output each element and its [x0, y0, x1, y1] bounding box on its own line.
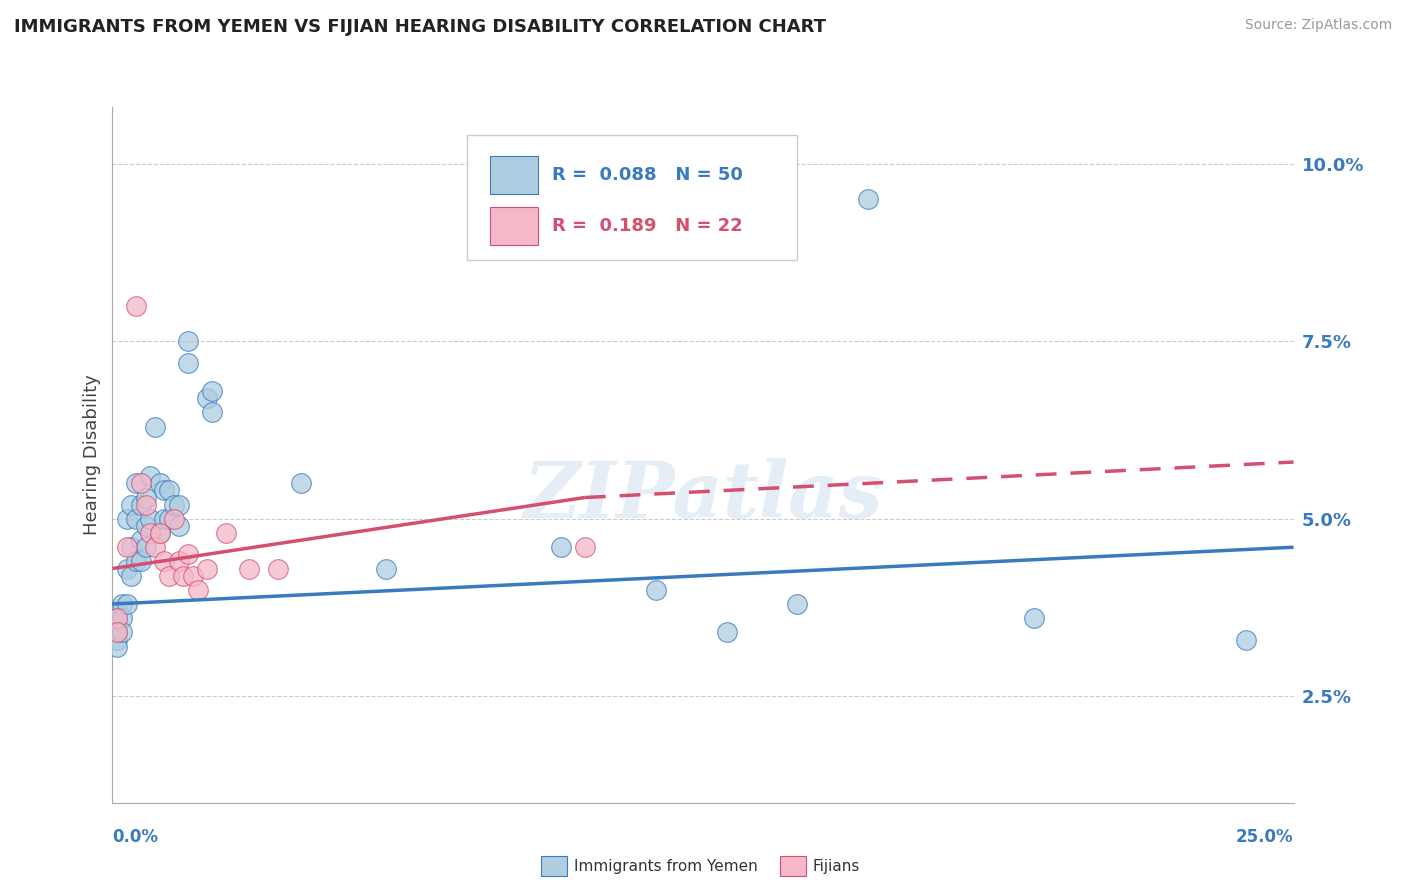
Point [186, 582, 208, 597]
Point [115, 561, 138, 575]
Point [149, 526, 172, 541]
Point [157, 568, 180, 582]
Point [644, 582, 666, 597]
Point [135, 491, 157, 505]
Point [858, 192, 880, 206]
Point [267, 561, 290, 575]
Point [129, 498, 152, 512]
Point [105, 632, 128, 647]
Point [195, 561, 218, 575]
Point [125, 299, 148, 313]
Point [135, 519, 157, 533]
Point [120, 498, 142, 512]
Point [163, 498, 186, 512]
Point [177, 547, 200, 561]
Point [125, 512, 148, 526]
FancyBboxPatch shape [491, 156, 537, 194]
Text: Fijians: Fijians [813, 859, 860, 873]
Point [143, 419, 166, 434]
Point [105, 640, 128, 654]
Text: ZIPatlas: ZIPatlas [523, 458, 883, 535]
Point [105, 611, 128, 625]
Point [115, 512, 138, 526]
Point [716, 625, 738, 640]
Point [149, 476, 172, 491]
Text: IMMIGRANTS FROM YEMEN VS FIJIAN HEARING DISABILITY CORRELATION CHART: IMMIGRANTS FROM YEMEN VS FIJIAN HEARING … [14, 18, 827, 36]
Point [111, 611, 134, 625]
Point [1234, 632, 1257, 647]
Point [120, 540, 142, 554]
Text: Source: ZipAtlas.com: Source: ZipAtlas.com [1244, 18, 1392, 32]
FancyBboxPatch shape [467, 135, 797, 260]
Point [550, 540, 572, 554]
Point [1022, 611, 1045, 625]
Point [105, 625, 128, 640]
Point [172, 568, 194, 582]
Point [105, 625, 128, 640]
Point [111, 597, 134, 611]
Y-axis label: Hearing Disability: Hearing Disability [83, 375, 101, 535]
FancyBboxPatch shape [491, 207, 537, 244]
Point [375, 561, 398, 575]
Point [238, 561, 260, 575]
Text: 0.0%: 0.0% [112, 828, 159, 846]
Point [201, 405, 224, 419]
Point [167, 519, 190, 533]
Point [139, 512, 162, 526]
Point [129, 554, 152, 568]
Point [125, 554, 148, 568]
Point [177, 334, 200, 349]
Point [201, 384, 224, 398]
Point [120, 568, 142, 582]
Point [786, 597, 808, 611]
Point [153, 483, 176, 498]
Point [290, 476, 312, 491]
Text: Immigrants from Yemen: Immigrants from Yemen [574, 859, 758, 873]
Point [163, 512, 186, 526]
Point [574, 540, 596, 554]
Point [105, 618, 128, 632]
Point [181, 568, 204, 582]
Point [157, 483, 180, 498]
Point [111, 625, 134, 640]
Point [177, 356, 200, 370]
Point [105, 611, 128, 625]
Point [143, 540, 166, 554]
Point [215, 526, 238, 541]
Point [153, 554, 176, 568]
Point [135, 540, 157, 554]
Text: R =  0.189   N = 22: R = 0.189 N = 22 [551, 217, 742, 235]
Point [167, 554, 190, 568]
Point [139, 526, 162, 541]
Text: R =  0.088   N = 50: R = 0.088 N = 50 [551, 166, 742, 185]
Point [157, 512, 180, 526]
Point [129, 476, 152, 491]
Point [129, 533, 152, 548]
Point [195, 391, 218, 405]
Text: 25.0%: 25.0% [1236, 828, 1294, 846]
Point [139, 469, 162, 483]
Point [115, 597, 138, 611]
Point [167, 498, 190, 512]
Point [125, 476, 148, 491]
Point [149, 526, 172, 541]
Point [105, 604, 128, 618]
Point [115, 540, 138, 554]
Point [135, 498, 157, 512]
Point [153, 512, 176, 526]
